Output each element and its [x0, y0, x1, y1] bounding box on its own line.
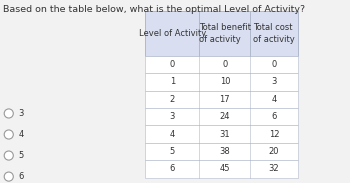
Text: Total cost
of activity: Total cost of activity: [253, 23, 295, 44]
Text: 3: 3: [271, 77, 276, 86]
Ellipse shape: [4, 172, 13, 181]
Text: 38: 38: [219, 147, 230, 156]
Text: 1: 1: [170, 77, 175, 86]
FancyBboxPatch shape: [145, 73, 298, 91]
Text: 5: 5: [19, 151, 24, 160]
Text: 5: 5: [170, 147, 175, 156]
FancyBboxPatch shape: [145, 143, 298, 160]
Text: 4: 4: [271, 95, 276, 104]
Text: 45: 45: [220, 164, 230, 173]
Text: 24: 24: [220, 112, 230, 121]
Text: 31: 31: [219, 130, 230, 139]
Text: Based on the table below, what is the optimal Level of Activity?: Based on the table below, what is the op…: [3, 5, 305, 14]
FancyBboxPatch shape: [145, 160, 298, 178]
Ellipse shape: [4, 130, 13, 139]
FancyBboxPatch shape: [145, 91, 298, 108]
Ellipse shape: [4, 109, 13, 118]
Text: Total benefit
of activity: Total benefit of activity: [199, 23, 251, 44]
Text: 3: 3: [19, 109, 24, 118]
Text: 20: 20: [269, 147, 279, 156]
Text: 0: 0: [271, 60, 276, 69]
Text: 0: 0: [170, 60, 175, 69]
Text: Level of Activity: Level of Activity: [139, 29, 206, 38]
Text: 4: 4: [170, 130, 175, 139]
Text: 17: 17: [219, 95, 230, 104]
Text: 6: 6: [19, 172, 24, 181]
FancyBboxPatch shape: [145, 56, 298, 73]
Text: 0: 0: [222, 60, 228, 69]
Text: 3: 3: [170, 112, 175, 121]
Text: 32: 32: [268, 164, 279, 173]
Text: 2: 2: [170, 95, 175, 104]
Text: 12: 12: [269, 130, 279, 139]
FancyBboxPatch shape: [145, 108, 298, 125]
Text: 6: 6: [170, 164, 175, 173]
Text: 6: 6: [271, 112, 276, 121]
Ellipse shape: [4, 151, 13, 160]
Text: 10: 10: [220, 77, 230, 86]
Text: 4: 4: [19, 130, 24, 139]
FancyBboxPatch shape: [145, 11, 298, 56]
FancyBboxPatch shape: [145, 125, 298, 143]
